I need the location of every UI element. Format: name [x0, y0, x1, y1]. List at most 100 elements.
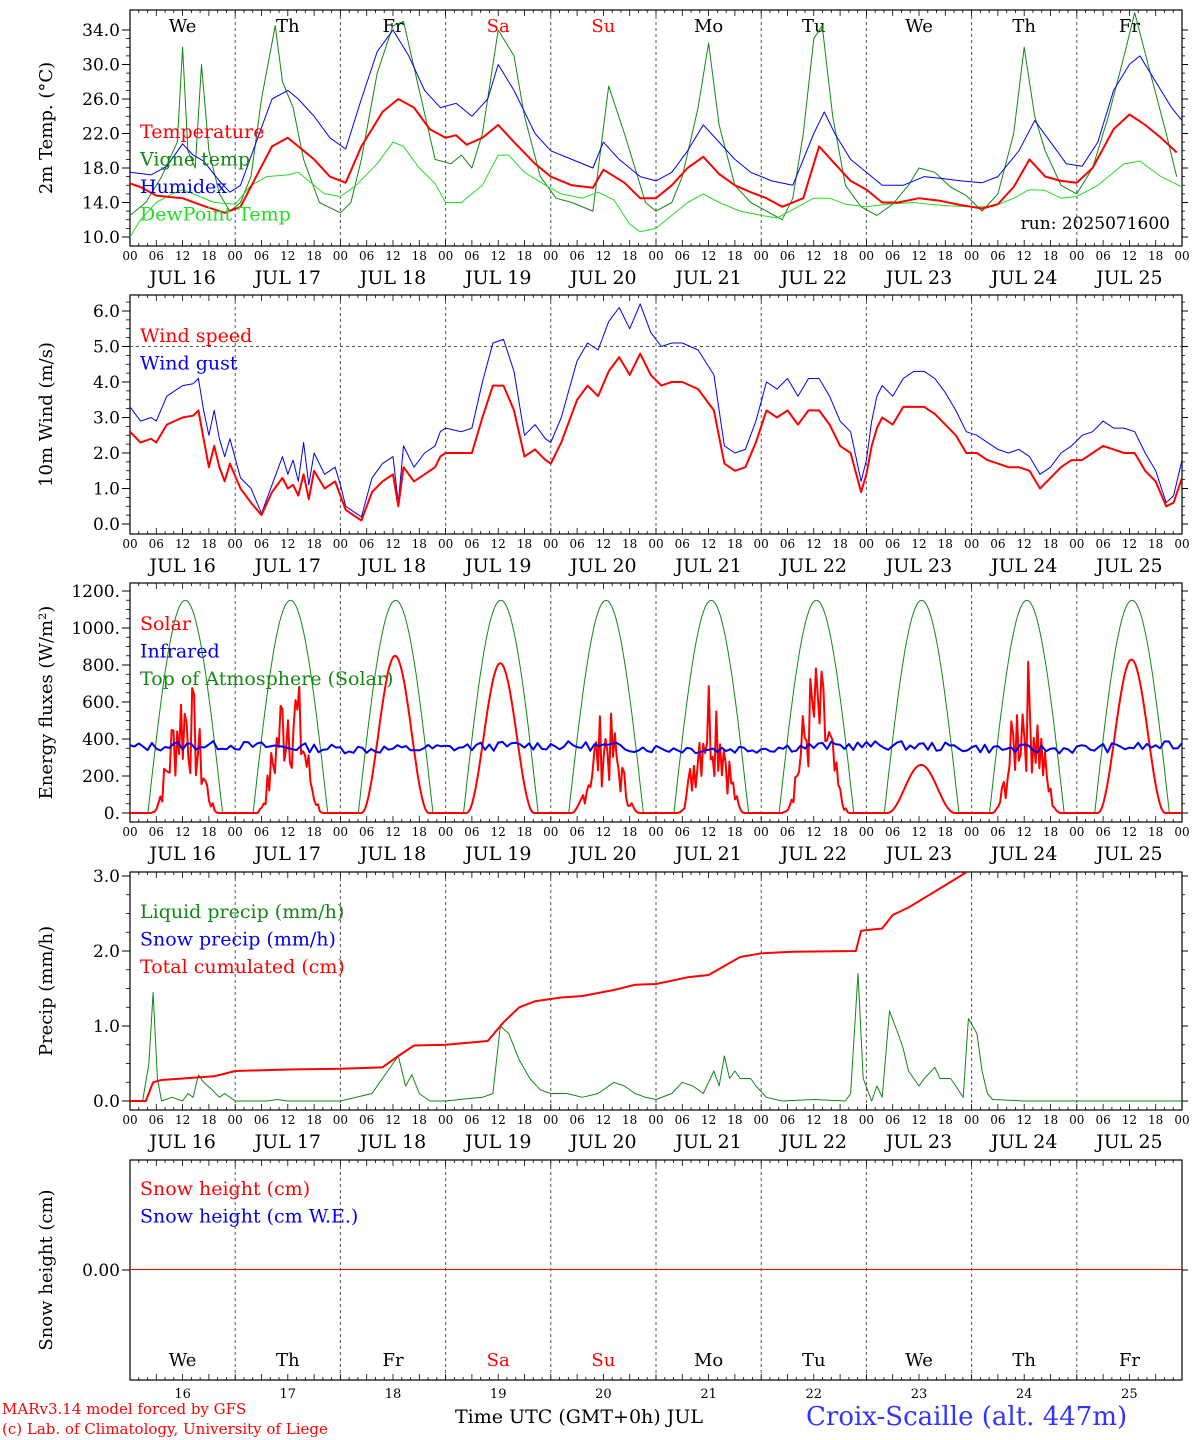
hour-tick-label: 00 [1069, 537, 1084, 551]
hour-tick-label: 18 [832, 825, 847, 839]
hour-tick-label: 06 [780, 825, 795, 839]
date-label: JUL 18 [358, 555, 426, 577]
hour-tick-label: 06 [149, 537, 164, 551]
legend-entry: Top of Atmosphere (Solar) [140, 668, 393, 690]
date-label: JUL 20 [568, 267, 636, 289]
hour-tick-label: 12 [1122, 537, 1137, 551]
date-label: JUL 23 [884, 843, 952, 865]
hour-tick-label: 06 [1095, 1113, 1110, 1127]
y-tick-label: 3.0 [93, 409, 120, 429]
day-number-label: 23 [911, 1387, 928, 1402]
series-line-total-cumulated-cm [130, 872, 968, 1102]
y-tick-label: 26.0 [82, 90, 120, 110]
date-label: JUL 22 [779, 555, 847, 577]
hour-tick-label: 18 [938, 1113, 953, 1127]
hour-tick-label: 06 [1095, 537, 1110, 551]
hour-tick-label: 06 [464, 537, 479, 551]
hour-tick-label: 06 [885, 825, 900, 839]
date-label: JUL 16 [147, 555, 215, 577]
hour-tick-label: 06 [675, 1113, 690, 1127]
hour-tick-label: 06 [149, 1113, 164, 1127]
hour-tick-label: 00 [1174, 825, 1189, 839]
date-label: JUL 25 [1094, 267, 1162, 289]
lab-credit: (c) Lab. of Climatology, University of L… [2, 1420, 328, 1438]
legend-entry: Snow height (cm) [140, 1178, 310, 1200]
date-label: JUL 19 [463, 555, 531, 577]
y-tick-label: 2.0 [93, 444, 120, 464]
weekday-label: Th [1012, 1350, 1036, 1371]
weekday-label: We [169, 1350, 197, 1371]
hour-tick-label: 12 [701, 1113, 716, 1127]
legend-entry: DewPoint Temp [140, 204, 291, 226]
hour-tick-label: 18 [1148, 537, 1163, 551]
hour-tick-label: 06 [569, 249, 584, 263]
hour-tick-label: 12 [1017, 249, 1032, 263]
hour-tick-label: 18 [1043, 537, 1058, 551]
hour-tick-label: 06 [359, 537, 374, 551]
hour-tick-label: 00 [333, 1113, 348, 1127]
hour-tick-label: 12 [806, 825, 821, 839]
hour-tick-label: 00 [859, 537, 874, 551]
hour-tick-label: 12 [911, 825, 926, 839]
y-tick-label: 18.0 [82, 159, 120, 179]
panel-3: 0. 200. 400. 600. 800. 1000. 1200. Energy fluxe… [36, 582, 1190, 865]
hour-tick-label: 00 [648, 537, 663, 551]
date-label: JUL 24 [989, 555, 1057, 577]
hour-tick-label: 18 [1043, 825, 1058, 839]
panel-frame [129, 582, 1183, 823]
hour-tick-label: 06 [990, 825, 1005, 839]
weekday-label: Fr [1119, 16, 1140, 37]
weekday-label: Th [276, 16, 300, 37]
hour-tick-label: 00 [964, 537, 979, 551]
hour-tick-label: 18 [938, 537, 953, 551]
hour-tick-label: 12 [175, 537, 190, 551]
hour-tick-label: 12 [596, 1113, 611, 1127]
series-group [130, 12, 1182, 238]
date-label: JUL 24 [989, 1131, 1057, 1153]
day-number-label: 18 [385, 1387, 402, 1402]
hour-tick-label: 12 [806, 537, 821, 551]
hour-tick-label: 00 [333, 825, 348, 839]
hour-tick-label: 06 [149, 825, 164, 839]
hour-tick-label: 06 [990, 1113, 1005, 1127]
hour-tick-label: 12 [806, 249, 821, 263]
date-label: JUL 23 [884, 267, 952, 289]
hour-tick-label: 12 [1122, 825, 1137, 839]
date-label: JUL 22 [779, 843, 847, 865]
hour-tick-label: 12 [1017, 825, 1032, 839]
hour-tick-label: 12 [280, 537, 295, 551]
panel-1: 10.0 14.0 18.0 22.0 26.0 30.0 34.0 2m Temp. (°C… [36, 9, 1190, 289]
hour-tick-label: 00 [122, 1113, 137, 1127]
date-label: JUL 23 [884, 555, 952, 577]
day-number-label: 21 [700, 1387, 717, 1402]
day-number-label: 17 [280, 1387, 297, 1402]
hour-tick-label: 00 [543, 249, 558, 263]
hour-tick-label: 06 [569, 1113, 584, 1127]
hour-tick-label: 00 [438, 825, 453, 839]
hour-tick-label: 00 [648, 249, 663, 263]
y-axis-label: 2m Temp. (°C) [36, 62, 57, 194]
day-number-label: 22 [806, 1387, 823, 1402]
date-label: JUL 22 [779, 267, 847, 289]
date-label: JUL 16 [147, 1131, 215, 1153]
y-tick-label: 5.0 [93, 338, 120, 358]
legend-entry: Solar [140, 613, 192, 635]
y-axis-label: Snow height (cm) [36, 1189, 57, 1350]
hour-tick-label: 06 [464, 1113, 479, 1127]
date-label: JUL 25 [1094, 1131, 1162, 1153]
hour-tick-label: 06 [254, 1113, 269, 1127]
hour-tick-label: 06 [359, 825, 374, 839]
day-number-label: 20 [595, 1387, 612, 1402]
date-label: JUL 22 [779, 1131, 847, 1153]
hour-tick-label: 12 [491, 825, 506, 839]
hour-tick-label: 06 [359, 249, 374, 263]
hour-tick-label: 18 [938, 825, 953, 839]
legend-entry: Temperature [140, 121, 264, 143]
y-axis-label: Energy fluxes (W/m²) [36, 606, 57, 800]
hour-tick-label: 18 [517, 825, 532, 839]
y-tick-label: 30.0 [82, 56, 120, 76]
hour-tick-label: 18 [1043, 249, 1058, 263]
hour-tick-label: 00 [543, 1113, 558, 1127]
legend-entry: Wind speed [140, 325, 252, 347]
